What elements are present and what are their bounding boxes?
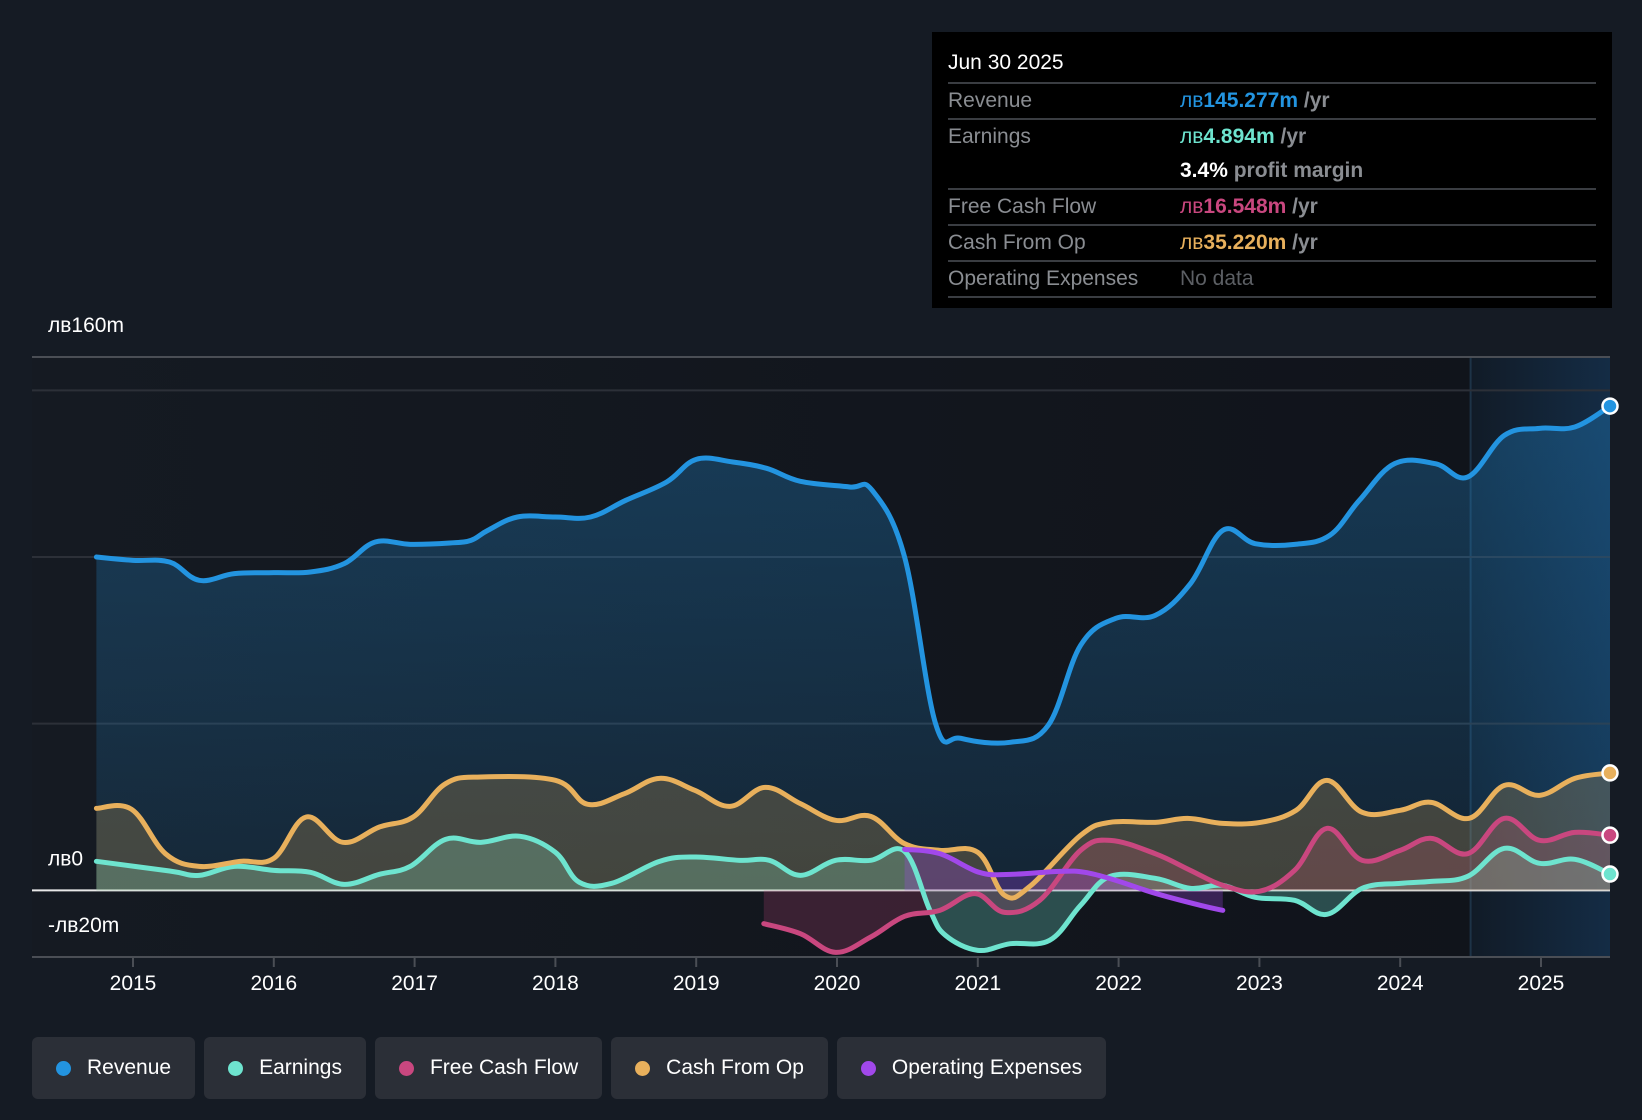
currency-symbol: лв [1180,195,1204,218]
end-point-revenue [1601,397,1619,415]
series-lines [93,403,1613,955]
x-tick-label: 2019 [673,972,720,995]
unit: /yr [1292,231,1318,254]
tooltip-row-profit-margin: 3.4% profit margin [948,154,1596,190]
y-axis-labels: лв160m лв0 -лв20m [48,314,124,937]
currency-symbol: лв [1180,89,1204,112]
currency-symbol: лв [1180,231,1204,254]
area-operating-expenses [904,849,1223,911]
y-tick-label: -лв20m [48,914,119,937]
end-point-cash-from-op [1601,764,1619,782]
tooltip-value: 3.4% profit margin [1180,154,1363,188]
tooltip-label [948,154,1180,188]
legend-item-free-cash-flow[interactable]: Free Cash Flow [374,1037,603,1099]
legend-item-cash-from-op[interactable]: Cash From Op [611,1037,828,1099]
cash-from-op-value: 35.220m [1203,231,1287,254]
legend-label: Cash From Op [666,1056,804,1079]
tooltip-value: лв16.548m /yr [1180,190,1318,224]
y-tick-label: лв160m [48,314,124,337]
x-tick-label: 2023 [1236,972,1283,995]
line-revenue [93,403,1613,746]
earnings-value: 4.894m [1203,125,1275,148]
tooltip-value: лв145.277m /yr [1180,84,1330,118]
area-earnings [96,836,1610,951]
legend-item-earnings[interactable]: Earnings [204,1037,366,1099]
tooltip-label: Free Cash Flow [948,195,1097,218]
legend-dot-icon [398,1060,414,1076]
end-point-free-cash-flow [1601,826,1619,844]
x-tick-label: 2017 [391,972,438,995]
unit: /yr [1280,125,1307,148]
end-markers [1601,397,1619,883]
unit: /yr [1292,195,1318,218]
legend-label: Revenue [87,1056,172,1079]
tooltip-value: лв35.220m /yr [1180,226,1318,260]
area-revenue [96,406,1610,891]
legend-label: Free Cash Flow [429,1056,579,1079]
tooltip-label: Cash From Op [948,231,1086,254]
currency-symbol: лв [1180,125,1204,148]
opex-value: No data [1180,267,1254,290]
x-tick-label: 2024 [1377,972,1424,995]
tooltip-label: Earnings [948,125,1031,148]
line-operating-expenses [902,846,1226,913]
unit: /yr [1303,89,1330,112]
legend: Revenue Earnings Free Cash Flow Cash Fro… [32,1037,1107,1099]
profit-margin-text: profit margin [1233,159,1364,182]
x-tick-label: 2025 [1518,972,1565,995]
tooltip-row-fcf: Free Cash Flow лв16.548m /yr [948,190,1596,226]
legend-dot-icon [228,1060,244,1076]
tooltip-row-earnings: Earnings лв4.894m /yr [948,120,1596,154]
x-axis: 2015 2016 2017 2018 2019 2020 2021 2022 2023 2024… [32,956,1610,995]
x-tick-label: 2021 [954,972,1001,995]
tooltip-value: лв4.894m /yr [1180,120,1306,154]
y-tick-label: лв0 [48,847,83,870]
legend-item-operating-expenses[interactable]: Operating Expenses [836,1037,1107,1099]
x-tick-label: 2016 [250,972,297,995]
area-cash-from-op [96,772,1610,899]
profit-margin-pct: 3.4% [1180,159,1228,182]
tooltip-row-cash-from-op: Cash From Op лв35.220m /yr [948,226,1596,262]
tooltip-row-opex: Operating Expenses No data [948,262,1596,298]
x-tick-label: 2020 [814,972,861,995]
line-free-cash-flow [761,815,1613,955]
x-tick-label: 2015 [110,972,157,995]
tooltip-label: Operating Expenses [948,267,1139,290]
legend-dot-icon [635,1060,651,1076]
tooltip-row-revenue: Revenue лв145.277m /yr [948,84,1596,120]
x-tick-label: 2018 [532,972,579,995]
tooltip: Jun 30 2025 Revenue лв145.277m /yr Earni… [932,32,1612,308]
x-tick-label: 2022 [1095,972,1142,995]
legend-label: Earnings [259,1056,342,1079]
legend-label: Operating Expenses [891,1056,1083,1079]
fcf-value: 16.548m [1203,195,1287,218]
line-earnings [93,833,1613,954]
revenue-value: 145.277m [1203,89,1299,112]
line-cash-from-op [93,770,1613,901]
end-point-earnings [1601,865,1619,883]
legend-item-revenue[interactable]: Revenue [32,1037,196,1099]
legend-dot-icon [56,1060,71,1076]
legend-dot-icon [860,1060,876,1076]
tooltip-date: Jun 30 2025 [948,46,1596,84]
tooltip-label: Revenue [948,89,1033,112]
